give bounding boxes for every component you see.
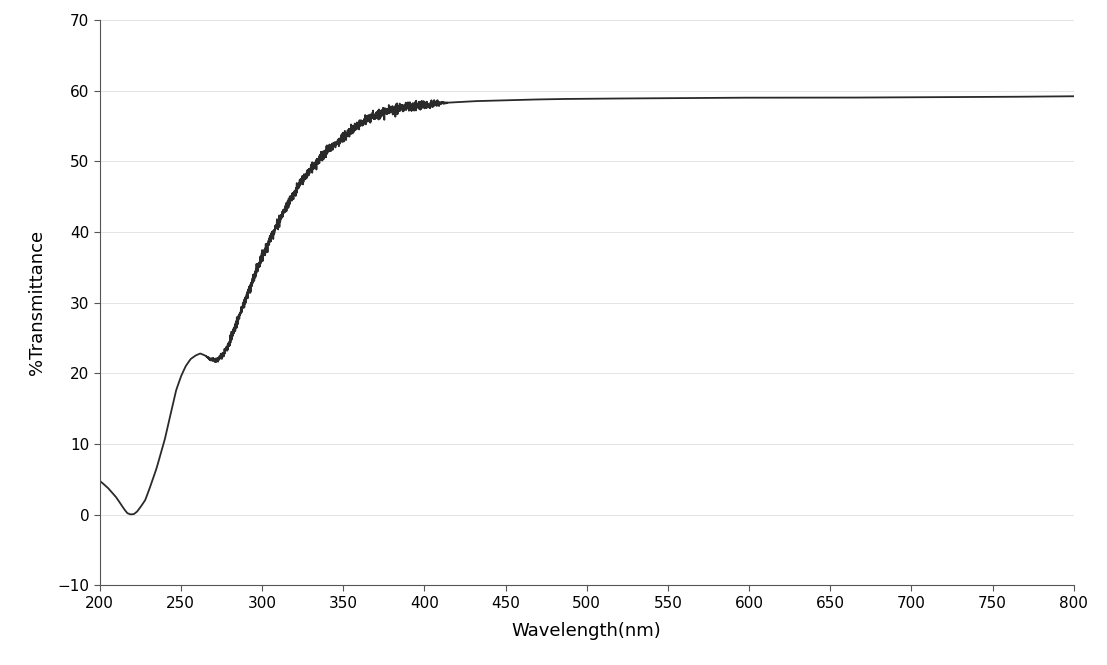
Y-axis label: %Transmittance: %Transmittance xyxy=(28,230,46,375)
X-axis label: Wavelength(nm): Wavelength(nm) xyxy=(511,622,662,640)
